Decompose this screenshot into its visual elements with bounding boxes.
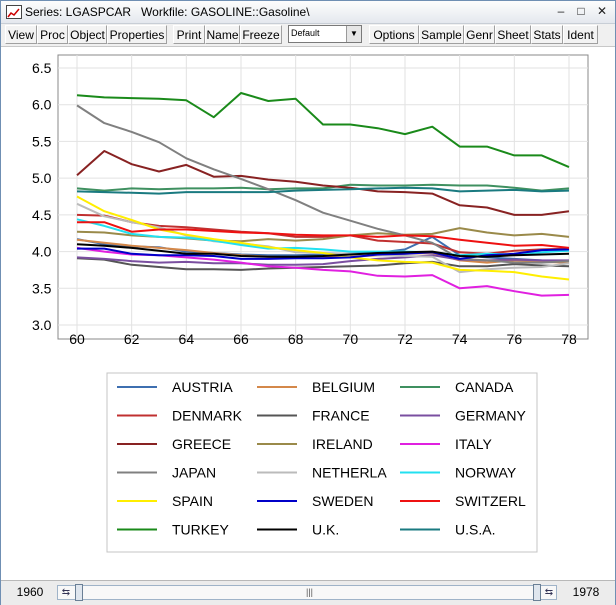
- chevron-down-icon[interactable]: ▼: [346, 26, 361, 42]
- view-button[interactable]: View: [5, 25, 37, 44]
- sheet-button[interactable]: Sheet: [495, 25, 531, 44]
- print-button[interactable]: Print: [173, 25, 205, 44]
- y-tick-label: 3.0: [32, 317, 52, 333]
- legend-label: DENMARK: [172, 408, 243, 424]
- options-button[interactable]: Options: [369, 25, 419, 44]
- legend-label: U.K.: [312, 522, 339, 538]
- sample-start: 1960: [16, 585, 44, 599]
- status-bar: 1960 ⇆ ||| ⇆ 1978: [1, 580, 615, 605]
- x-tick-label: 76: [507, 331, 523, 347]
- y-tick-label: 6.0: [32, 97, 52, 113]
- legend-label: CANADA: [455, 379, 514, 395]
- graph-template-select[interactable]: Default ▼: [288, 25, 362, 43]
- sample-slider[interactable]: ⇆ ||| ⇆: [57, 584, 557, 601]
- legend-label: BELGIUM: [312, 379, 375, 395]
- proc-button[interactable]: Proc: [37, 25, 68, 44]
- graph-area: 3.0 3.5 4.0 4.5 5.0 5.5 6.0 6.5 60 62 64 66 68 70 72 74…: [2, 47, 614, 579]
- y-tick-label: 4.5: [32, 207, 52, 223]
- y-tick-label: 6.5: [32, 60, 52, 76]
- slider-grip[interactable]: |||: [306, 587, 314, 597]
- series-line-sweden: [77, 247, 570, 260]
- legend-label: GREECE: [172, 436, 231, 452]
- graph-template-value: Default: [291, 28, 320, 38]
- legend-label: GERMANY: [455, 408, 526, 424]
- freeze-button[interactable]: Freeze: [240, 25, 282, 44]
- series-line-switzerl: [77, 221, 570, 249]
- x-tick-label: 74: [452, 331, 468, 347]
- line-chart: 3.0 3.5 4.0 4.5 5.0 5.5 6.0 6.5 60 62 64 66 68 70 72 74…: [32, 54, 589, 553]
- stats-button[interactable]: Stats: [531, 25, 563, 44]
- x-tick-label: 66: [233, 331, 249, 347]
- name-button[interactable]: Name: [205, 25, 240, 44]
- legend-label: SWEDEN: [312, 493, 373, 509]
- toolbar: View Proc Object Properties Print Name F…: [1, 24, 615, 47]
- x-tick-label: 60: [69, 331, 85, 347]
- sample-button[interactable]: Sample: [419, 25, 464, 44]
- series-line-greece: [76, 150, 570, 216]
- title-bar[interactable]: Series: LGASPCAR Workfile: GASOLINE::Gas…: [1, 1, 615, 24]
- series-graph-icon: [6, 5, 22, 19]
- legend-label: ITALY: [455, 436, 492, 452]
- minimize-button[interactable]: –: [557, 4, 565, 18]
- x-tick-label: 78: [561, 331, 577, 347]
- sample-end: 1978: [572, 585, 600, 599]
- close-button[interactable]: ✕: [596, 4, 608, 18]
- series-line-france: [76, 257, 570, 271]
- legend-label: FRANCE: [312, 408, 370, 424]
- legend-label: SPAIN: [172, 493, 213, 509]
- y-tick-label: 4.0: [32, 244, 52, 260]
- ident-button[interactable]: Ident: [563, 25, 598, 44]
- y-tick-label: 5.0: [32, 170, 52, 186]
- y-tick-label: 3.5: [32, 280, 52, 296]
- x-tick-label: 72: [397, 331, 413, 347]
- series-line-canada: [76, 183, 570, 192]
- legend-label: IRELAND: [312, 436, 373, 452]
- legend-label: JAPAN: [172, 465, 216, 481]
- x-tick-label: 62: [124, 331, 140, 347]
- legend-label: SWITZERL: [455, 493, 526, 509]
- start-handle[interactable]: [75, 584, 83, 601]
- legend-label: AUSTRIA: [172, 379, 233, 395]
- x-tick-label: 70: [343, 331, 359, 347]
- legend-label: TURKEY: [172, 522, 229, 538]
- series-line-norway: [76, 218, 570, 257]
- window-title: Series: LGASPCAR Workfile: GASOLINE::Gas…: [25, 5, 310, 19]
- legend-label: NORWAY: [455, 465, 517, 481]
- series-line-u-s-a: [76, 186, 570, 195]
- x-tick-label: 68: [288, 331, 304, 347]
- maximize-button[interactable]: □: [577, 4, 585, 18]
- legend-label: U.S.A.: [455, 522, 495, 538]
- shift-right-icon[interactable]: ⇆: [544, 587, 554, 598]
- shift-left-icon[interactable]: ⇆: [61, 587, 71, 598]
- y-tick-label: 5.5: [32, 133, 52, 149]
- x-tick-label: 64: [179, 331, 195, 347]
- genr-button[interactable]: Genr: [464, 25, 495, 44]
- series-line-turkey: [76, 92, 570, 169]
- series-line-japan: [76, 104, 570, 264]
- plot-frame: [57, 54, 589, 340]
- properties-button[interactable]: Properties: [107, 25, 167, 44]
- end-handle[interactable]: [533, 584, 541, 601]
- legend-label: NETHERLA: [312, 465, 387, 481]
- series-line-u-k: [76, 243, 570, 258]
- legend-box: [106, 372, 538, 553]
- object-button[interactable]: Object: [68, 25, 107, 44]
